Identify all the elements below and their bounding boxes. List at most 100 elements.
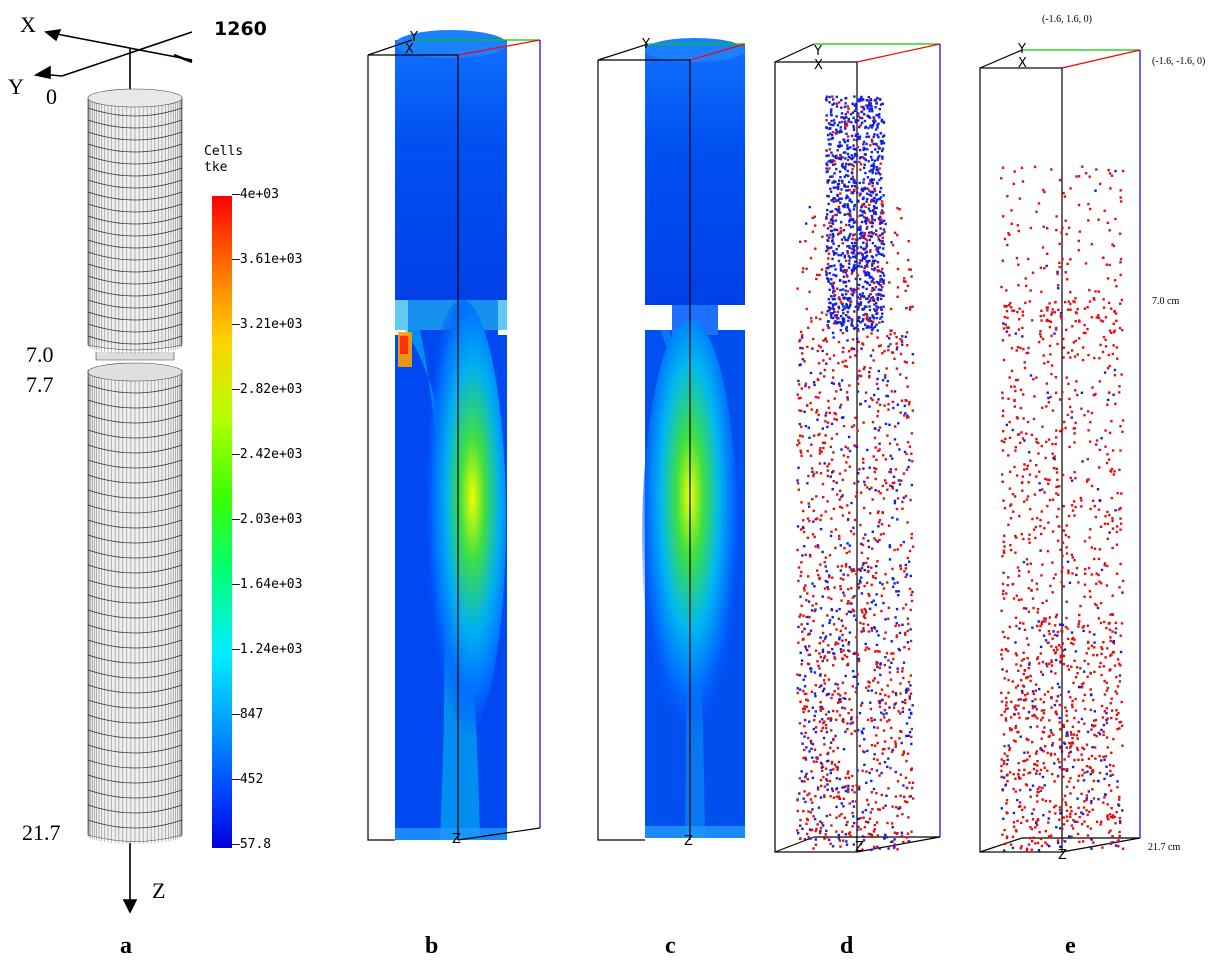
particle [1012, 309, 1016, 312]
particle [833, 690, 836, 693]
particle [1012, 825, 1016, 828]
particle [1018, 307, 1021, 310]
particle [1032, 417, 1036, 421]
particle [827, 280, 830, 283]
particle [863, 257, 866, 261]
particle [884, 833, 887, 837]
particle [1006, 316, 1009, 319]
particle [820, 784, 823, 788]
particle [1093, 710, 1096, 713]
particle [796, 691, 799, 695]
particle [819, 796, 823, 799]
particle [1008, 334, 1011, 337]
particle [1044, 841, 1047, 844]
particle [1103, 620, 1106, 624]
particle [857, 788, 861, 791]
particle [1087, 202, 1090, 206]
particle [902, 280, 906, 283]
particle [1069, 746, 1072, 749]
particle [835, 788, 838, 791]
particle [859, 124, 862, 127]
particle [840, 98, 843, 102]
particle [827, 644, 830, 647]
particle [872, 281, 876, 284]
particle [1035, 750, 1039, 753]
particle [878, 190, 882, 193]
particle [1078, 337, 1081, 340]
particle [875, 846, 878, 850]
particle [1055, 326, 1058, 330]
particle [862, 537, 865, 540]
particle [881, 320, 884, 323]
particle [1060, 581, 1063, 584]
particle [799, 396, 802, 400]
particle [847, 770, 850, 773]
particle [854, 104, 858, 108]
particle [1064, 533, 1067, 537]
particle [802, 509, 805, 513]
particle [874, 148, 877, 151]
particle [891, 400, 895, 404]
particle [1105, 689, 1109, 692]
particle [891, 748, 894, 752]
particle [870, 107, 873, 111]
particle [845, 365, 849, 368]
particle [1042, 762, 1045, 765]
particle [1019, 698, 1022, 701]
particle [867, 126, 870, 130]
particle [1040, 620, 1044, 624]
particle [839, 587, 842, 591]
particle [826, 580, 829, 584]
particle [904, 603, 908, 606]
particle [844, 238, 847, 241]
particle [874, 603, 877, 606]
particle [1109, 769, 1112, 773]
particle [852, 144, 855, 147]
particle [879, 132, 882, 135]
particle [851, 191, 855, 195]
particle [830, 295, 833, 298]
particle [1099, 621, 1103, 625]
particle [874, 201, 878, 205]
particle [1001, 480, 1004, 483]
particle [834, 643, 837, 646]
particle [1068, 835, 1071, 838]
particle [877, 156, 880, 159]
particle [826, 310, 829, 313]
particle [877, 136, 880, 139]
particle [1087, 429, 1090, 432]
particle [1069, 308, 1072, 311]
particle [1118, 674, 1122, 677]
particle [809, 454, 813, 457]
particle [1049, 584, 1052, 588]
particle [876, 329, 879, 332]
particle [848, 305, 851, 309]
particle [819, 826, 823, 830]
particle [1067, 569, 1070, 572]
particle [823, 743, 826, 746]
particle [885, 652, 889, 655]
particle [1008, 376, 1011, 379]
particle [823, 837, 826, 840]
particle [816, 788, 820, 791]
particle [854, 416, 857, 419]
particle [1038, 687, 1041, 691]
particle [1025, 432, 1028, 435]
particle [1027, 610, 1031, 613]
particle [1112, 331, 1116, 334]
particle [830, 422, 834, 426]
particle [1066, 819, 1069, 822]
particle [852, 532, 856, 536]
particle [872, 165, 876, 168]
particle [878, 701, 881, 705]
particle [1104, 429, 1107, 432]
particle [909, 795, 913, 798]
particle [1076, 820, 1079, 823]
particle [859, 704, 863, 707]
particle [855, 289, 858, 292]
particle [1088, 810, 1091, 813]
particle [879, 284, 882, 287]
particle [1051, 742, 1055, 745]
particle [841, 323, 844, 326]
particle [1046, 306, 1050, 309]
